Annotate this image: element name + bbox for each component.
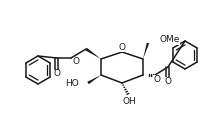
Text: O: O: [153, 75, 160, 83]
Text: HO: HO: [65, 78, 79, 88]
Text: O: O: [164, 76, 171, 85]
Text: O: O: [53, 69, 60, 78]
Text: OMe: OMe: [159, 36, 179, 44]
Text: O: O: [72, 58, 79, 67]
Text: O: O: [118, 43, 125, 52]
Text: OH: OH: [122, 97, 135, 106]
Polygon shape: [87, 75, 101, 84]
Polygon shape: [85, 48, 101, 59]
Polygon shape: [142, 43, 149, 59]
